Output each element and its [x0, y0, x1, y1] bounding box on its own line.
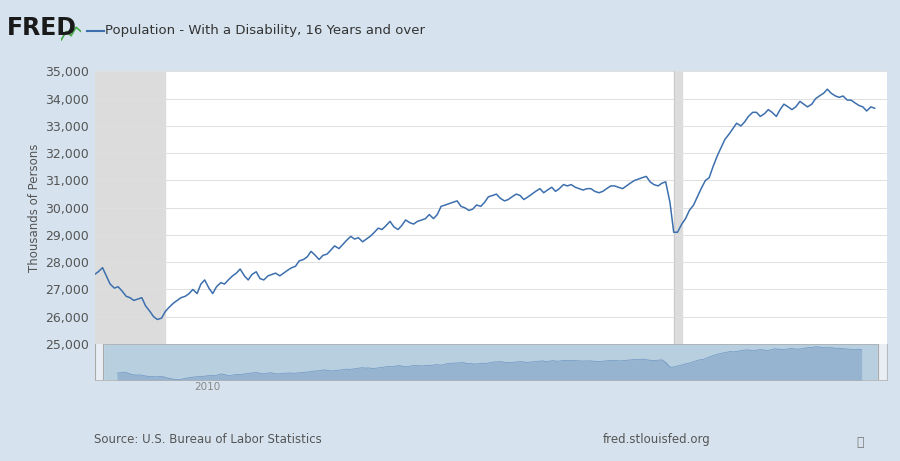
Bar — [94, 344, 103, 380]
Text: fred.stlouisfed.org: fred.stlouisfed.org — [603, 432, 711, 446]
Bar — [674, 71, 682, 344]
Y-axis label: Thousands of Persons: Thousands of Persons — [28, 143, 40, 272]
Text: Population - With a Disability, 16 Years and over: Population - With a Disability, 16 Years… — [105, 24, 426, 37]
Text: ⛶: ⛶ — [857, 436, 864, 449]
Bar — [878, 344, 886, 380]
Bar — [91, 71, 166, 344]
Text: Source: U.S. Bureau of Labor Statistics: Source: U.S. Bureau of Labor Statistics — [94, 432, 322, 446]
Text: FRED: FRED — [7, 16, 77, 40]
